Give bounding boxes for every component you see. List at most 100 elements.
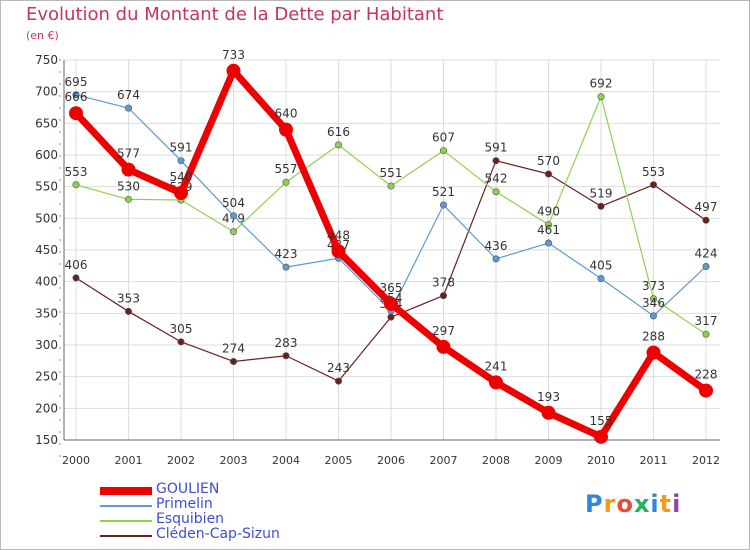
y-tick-label: 750 xyxy=(35,53,58,67)
data-label: 591 xyxy=(485,141,508,155)
data-point xyxy=(597,93,605,101)
legend-swatch xyxy=(100,505,152,507)
data-label: 540 xyxy=(170,170,193,184)
data-point xyxy=(72,181,80,189)
x-tick-label: 2003 xyxy=(220,454,248,467)
y-tick-label: 500 xyxy=(35,211,58,225)
data-label: 461 xyxy=(537,223,560,237)
data-point xyxy=(544,170,552,178)
data-label: 193 xyxy=(537,390,560,404)
data-point xyxy=(492,157,500,165)
x-tick-label: 2007 xyxy=(430,454,458,467)
data-label: 155 xyxy=(590,414,613,428)
data-point xyxy=(230,228,238,236)
data-label: 365 xyxy=(380,281,403,295)
y-tick-label: 300 xyxy=(35,338,58,352)
data-point xyxy=(492,255,500,263)
data-point xyxy=(702,216,710,224)
data-label: 423 xyxy=(275,247,298,261)
data-label: 692 xyxy=(590,77,613,91)
y-tick-label: 700 xyxy=(35,85,58,99)
y-tick-label: 250 xyxy=(35,370,58,384)
data-point xyxy=(282,263,290,271)
x-tick-label: 2005 xyxy=(325,454,353,467)
data-label: 305 xyxy=(170,322,193,336)
data-point xyxy=(649,295,657,303)
legend-label: Esquibien xyxy=(156,511,225,527)
y-tick-label: 350 xyxy=(35,306,58,320)
data-label: 373 xyxy=(642,279,665,293)
data-point xyxy=(72,274,80,282)
y-tick-label: 400 xyxy=(35,275,58,289)
data-point xyxy=(699,383,713,398)
chart-title: Evolution du Montant de la Dette par Hab… xyxy=(26,4,444,25)
data-point xyxy=(334,141,342,149)
legend-label: Primelin xyxy=(156,496,213,512)
x-tick-label: 2002 xyxy=(167,454,195,467)
data-point xyxy=(121,162,136,177)
data-point xyxy=(177,338,185,346)
y-tick-label: 200 xyxy=(35,401,58,415)
data-label: 406 xyxy=(65,258,88,272)
data-label: 557 xyxy=(275,162,298,176)
data-label: 424 xyxy=(695,246,718,260)
x-tick-label: 2006 xyxy=(377,454,405,467)
data-point xyxy=(439,292,447,300)
data-point xyxy=(649,312,657,320)
data-point xyxy=(282,352,290,360)
legend-swatch xyxy=(100,520,152,522)
proxiti-logo: Proxiti xyxy=(585,490,681,518)
data-label: 591 xyxy=(170,141,193,155)
data-point xyxy=(174,186,188,200)
logo-letter: o xyxy=(616,490,634,518)
data-point xyxy=(492,188,500,196)
legend-swatch xyxy=(100,487,152,495)
logo-letter: i xyxy=(650,490,660,518)
y-tick-label: 650 xyxy=(35,116,58,130)
data-label: 640 xyxy=(275,107,298,121)
data-point xyxy=(436,339,451,354)
data-label: 570 xyxy=(537,154,560,168)
y-tick-label: 450 xyxy=(35,243,58,257)
x-tick-label: 2000 xyxy=(62,454,90,467)
x-tick-label: 2004 xyxy=(272,454,300,467)
data-point xyxy=(72,91,80,99)
data-label: 553 xyxy=(65,165,88,179)
chart-subtitle: (en €) xyxy=(26,29,59,42)
x-tick-label: 2011 xyxy=(640,454,668,467)
data-point xyxy=(439,147,447,155)
data-point xyxy=(489,375,503,390)
data-point xyxy=(384,296,398,311)
data-point xyxy=(282,178,290,186)
data-label: 448 xyxy=(327,228,350,242)
data-label: 490 xyxy=(537,205,560,219)
data-label: 733 xyxy=(222,48,245,62)
data-label: 436 xyxy=(485,239,508,253)
logo-letter: i xyxy=(672,490,682,518)
x-tick-label: 2001 xyxy=(115,454,143,467)
data-label: 297 xyxy=(432,324,455,338)
data-label: 378 xyxy=(432,276,455,290)
data-label: 497 xyxy=(695,200,718,214)
data-point xyxy=(230,212,238,220)
data-label: 283 xyxy=(275,336,298,350)
x-tick-label: 2008 xyxy=(482,454,510,467)
data-point xyxy=(125,104,133,112)
data-point xyxy=(387,313,395,321)
data-label: 674 xyxy=(117,88,140,102)
data-label: 504 xyxy=(222,196,245,210)
data-point xyxy=(226,63,241,78)
data-point xyxy=(594,429,608,444)
data-point xyxy=(125,307,133,315)
data-label: 521 xyxy=(432,185,455,199)
data-label: 405 xyxy=(590,259,613,273)
data-label: 553 xyxy=(642,165,665,179)
data-label: 551 xyxy=(380,166,403,180)
logo-letter: x xyxy=(633,490,651,518)
data-label: 243 xyxy=(327,361,350,375)
data-point xyxy=(544,221,552,229)
data-label: 519 xyxy=(590,186,613,200)
data-point xyxy=(541,405,556,420)
logo-letter: r xyxy=(603,490,617,518)
